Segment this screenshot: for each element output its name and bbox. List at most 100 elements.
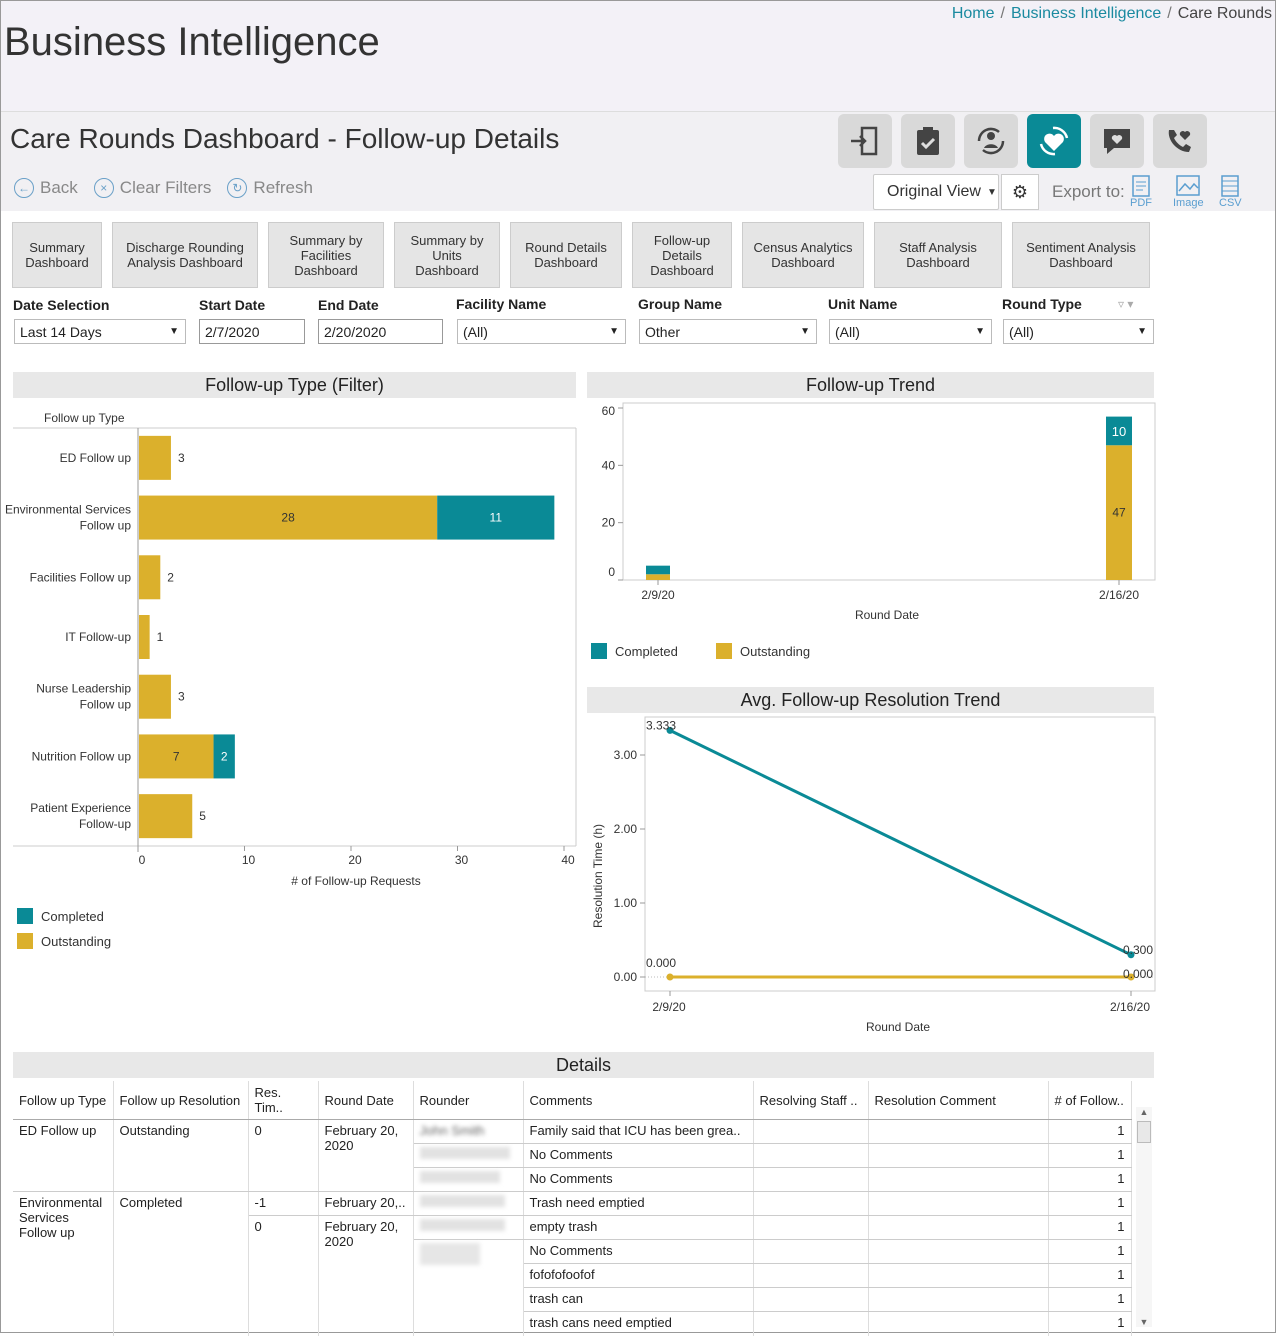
tab-sentiment[interactable]: Sentiment Analysis Dashboard <box>1012 222 1150 288</box>
tab-discharge[interactable]: Discharge Rounding Analysis Dashboard <box>112 222 258 288</box>
col-follow-up-type[interactable]: Follow up Type <box>13 1081 114 1120</box>
category-label: Facilities Follow up <box>30 570 132 584</box>
col-follow-up-resolution[interactable]: Follow up Resolution <box>113 1081 249 1120</box>
data-label: 3 <box>178 690 185 704</box>
table-row[interactable]: Environmental Services Follow up Complet… <box>13 1191 1132 1336</box>
data-point <box>1127 973 1135 981</box>
redacted-name <box>419 1171 500 1183</box>
data-label: 0.000 <box>646 956 676 970</box>
heart-care-icon[interactable] <box>1027 114 1081 168</box>
app-title: Business Intelligence <box>4 20 380 64</box>
door-exit-icon[interactable] <box>838 114 892 168</box>
col-rounder[interactable]: Rounder <box>413 1081 524 1120</box>
start-date-input[interactable]: 2/7/2020 <box>199 319 305 344</box>
table-row[interactable]: trash can 1 <box>13 1287 1132 1312</box>
col-resolution-comment[interactable]: Resolution Comment <box>868 1081 1049 1120</box>
table-row[interactable]: No Comments 1 <box>13 1167 1132 1192</box>
legend-swatch <box>716 643 732 659</box>
col-res-time[interactable]: Res. Tim.. <box>248 1081 319 1120</box>
cell-rounder: John Smith <box>413 1119 524 1144</box>
heart-phone-icon[interactable] <box>1153 114 1207 168</box>
data-label: 47 <box>1112 506 1126 520</box>
cell-count: 1 <box>1048 1215 1132 1240</box>
table-row[interactable]: No Comments 1 <box>13 1239 1132 1336</box>
csv-label: CSV <box>1219 197 1242 209</box>
page-title: Care Rounds Dashboard - Follow-up Detail… <box>10 123 560 154</box>
data-label: 2 <box>167 570 174 584</box>
y-tick-label: 3.00 <box>614 748 638 762</box>
bar-completed <box>213 734 235 779</box>
category-label: ED Follow up <box>60 451 132 465</box>
table-row[interactable]: trash cans need emptied 1 <box>13 1311 1132 1336</box>
heart-chat-icon[interactable] <box>1090 114 1144 168</box>
cell-resolution-comment <box>868 1119 1049 1144</box>
tab-round-details[interactable]: Round Details Dashboard <box>510 222 622 288</box>
scroll-thumb[interactable] <box>1137 1121 1151 1143</box>
round-type-value: (All) <box>1009 323 1034 340</box>
data-label: 28 <box>281 511 295 525</box>
round-type-dropdown[interactable]: (All) ▼ <box>1003 319 1154 344</box>
pdf-label: PDF <box>1130 197 1152 209</box>
breadcrumb-home[interactable]: Home <box>951 5 995 22</box>
facility-value: (All) <box>463 323 488 340</box>
scroll-up-icon[interactable]: ▲ <box>1139 1107 1149 1117</box>
view-select[interactable]: Original View ▼ <box>873 174 999 210</box>
cell-resolution-comment <box>868 1167 1049 1192</box>
bar-outstanding <box>1106 445 1132 580</box>
pdf-icon <box>1132 175 1150 197</box>
col-round-date[interactable]: Round Date <box>318 1081 414 1120</box>
dropdown-arrow-icon: ▼ <box>169 326 179 337</box>
col-resolving-staff[interactable]: Resolving Staff .. <box>753 1081 869 1120</box>
export-pdf-button[interactable]: PDF <box>1130 175 1152 209</box>
scroll-down-icon[interactable]: ▼ <box>1139 1317 1149 1327</box>
category-label: Nutrition Follow up <box>32 749 132 763</box>
tab-follow-up-details[interactable]: Follow-up Details Dashboard <box>632 222 732 288</box>
series-line <box>669 729 1132 957</box>
y-axis-title: Follow up Type <box>44 411 125 425</box>
breadcrumb-bi[interactable]: Business Intelligence <box>1010 5 1162 22</box>
group-dropdown[interactable]: Other ▼ <box>639 319 817 344</box>
clear-filters-button[interactable]: × Clear Filters <box>93 178 211 198</box>
csv-icon <box>1221 175 1240 197</box>
tab-units[interactable]: Summary by Units Dashboard <box>394 222 500 288</box>
table-row[interactable]: fofofofoofof 1 <box>13 1263 1132 1288</box>
legend-label: Completed <box>615 643 678 659</box>
date-selection-dropdown[interactable]: Last 14 Days ▼ <box>14 319 186 344</box>
facility-dropdown[interactable]: (All) ▼ <box>457 319 626 344</box>
col-comments[interactable]: Comments <box>523 1081 754 1120</box>
export-csv-button[interactable]: CSV <box>1219 175 1242 209</box>
tab-summary[interactable]: Summary Dashboard <box>12 222 102 288</box>
person-rotate-icon[interactable] <box>964 114 1018 168</box>
table-row[interactable]: ED Follow up Outstanding 0 February 20, … <box>13 1119 1132 1192</box>
settings-button[interactable]: ⚙ <box>1001 174 1039 210</box>
cell-comment: fofofofoofof <box>523 1263 754 1288</box>
category-label: Patient Experience <box>30 801 131 815</box>
unit-dropdown[interactable]: (All) ▼ <box>829 319 992 344</box>
tab-facilities[interactable]: Summary by Facilities Dashboard <box>268 222 384 288</box>
y-tick-label: 1.00 <box>614 896 638 910</box>
follow-up-type-title: Follow-up Type (Filter) <box>13 372 576 398</box>
table-row[interactable]: No Comments 1 <box>13 1143 1132 1168</box>
export-image-button[interactable]: Image <box>1173 175 1204 209</box>
refresh-button[interactable]: ↻ Refresh <box>227 178 313 198</box>
cell-resolving-staff <box>753 1167 869 1192</box>
bar-outstanding <box>139 794 193 839</box>
clipboard-check-icon[interactable] <box>901 114 955 168</box>
legend-label: Outstanding <box>41 933 112 949</box>
col-follow-count[interactable]: # of Follow.. <box>1048 1081 1132 1120</box>
data-label: 5 <box>199 809 206 823</box>
filter-icon[interactable]: ▿ ▾ <box>1118 297 1134 311</box>
back-label: Back <box>40 178 78 197</box>
data-label: 10 <box>1112 424 1126 439</box>
x-tick-label: 2/16/20 <box>1110 1000 1150 1014</box>
redacted-name <box>419 1219 505 1231</box>
legend-completed: Completed <box>17 908 104 924</box>
table-row[interactable]: 0 February 20, 2020 empty trash 1 <box>13 1215 1132 1336</box>
tab-staff[interactable]: Staff Analysis Dashboard <box>874 222 1002 288</box>
legend-completed-trend: Completed <box>591 643 678 659</box>
tab-census[interactable]: Census Analytics Dashboard <box>742 222 864 288</box>
legend-swatch <box>17 933 33 949</box>
table-scrollbar[interactable]: ▲ ▼ <box>1136 1107 1152 1327</box>
back-button[interactable]: ← Back <box>14 178 78 198</box>
end-date-input[interactable]: 2/20/2020 <box>318 319 443 344</box>
